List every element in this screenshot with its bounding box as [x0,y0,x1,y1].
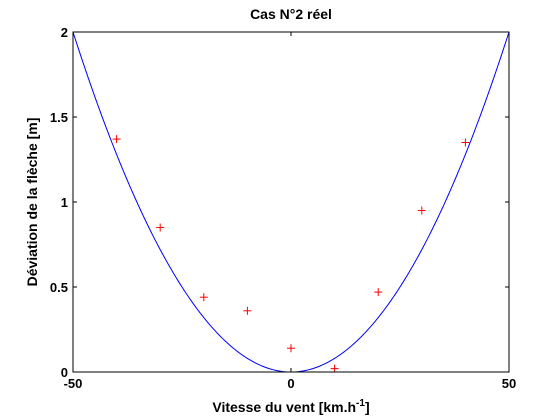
y-axis-label: Déviation de la flèche [m] [24,118,40,287]
y-tick-label-4: 2 [61,25,68,40]
x-tick-label-2: 50 [502,376,516,391]
x-axis-label-superscript: -1 [356,398,365,409]
data-markers-layer [112,135,470,373]
y-tick-label-1: 0.5 [50,280,68,295]
x-axis-label-end: ] [365,399,370,415]
y-tick-label-2: 1 [61,195,68,210]
data-point-2 [199,293,208,302]
y-tick-label-3: 1.5 [50,110,68,125]
data-point-5 [330,364,339,373]
x-tick-label-0: -50 [64,376,83,391]
data-point-7 [417,206,426,215]
plot-area [73,32,509,372]
data-point-4 [287,344,295,353]
data-point-0 [112,135,121,144]
x-axis-label: Vitesse du vent [km.h-1] [212,398,369,415]
data-point-3 [243,306,252,315]
x-tick-label-1: 0 [287,376,294,391]
data-point-8 [461,138,470,147]
y-tick-label-0: 0 [61,365,68,380]
x-axis-label-main: Vitesse du vent [km.h [212,399,356,415]
chart-title: Cas N°2 réel [250,6,332,22]
data-point-1 [156,223,165,232]
data-point-6 [374,288,383,297]
